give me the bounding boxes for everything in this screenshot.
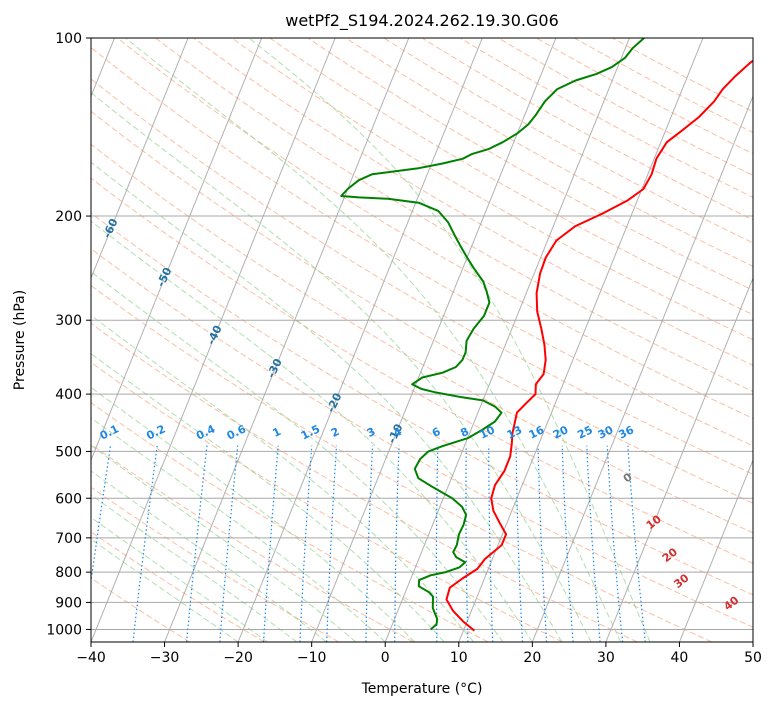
isotherm-line xyxy=(311,38,557,642)
dry-adiabat-line xyxy=(536,38,753,155)
x-tick-label: 30 xyxy=(597,650,615,666)
dry-adiabat-line xyxy=(155,38,753,393)
y-tick-label: 600 xyxy=(55,491,82,507)
isotherm-line xyxy=(237,38,483,642)
moist-adiabat-line xyxy=(91,92,592,642)
dry-adiabat-line xyxy=(91,443,414,642)
y-tick-label: 900 xyxy=(55,595,82,611)
dry-adiabat-line xyxy=(91,46,753,447)
mixing-ratio-line xyxy=(132,445,158,642)
isotherm-line xyxy=(678,458,753,642)
mixing-ratio-line xyxy=(586,445,601,642)
mixing-ratio-label: 30 xyxy=(596,423,616,442)
x-tick-label: 10 xyxy=(450,650,468,666)
isotherm-line xyxy=(531,94,753,642)
dry-adiabat-line xyxy=(307,38,753,291)
isotherm-line xyxy=(384,38,630,642)
y-tick-label: 500 xyxy=(55,444,82,460)
dry-adiabat-line xyxy=(91,177,753,564)
mixing-ratio-line xyxy=(91,445,112,586)
moist-adiabat-line xyxy=(91,417,386,642)
dry-adiabat-line xyxy=(91,110,753,504)
dry-adiabat-line xyxy=(421,38,753,221)
mixing-ratio-line xyxy=(627,445,646,642)
y-tick-label: 800 xyxy=(55,565,82,581)
mixing-ratio-line xyxy=(561,445,574,642)
isotherm-line xyxy=(605,276,753,642)
dry-adiabat-line xyxy=(91,322,638,642)
x-tick-label: 40 xyxy=(671,650,689,666)
mixing-ratio-label: 16 xyxy=(527,423,547,442)
mixing-ratio-line xyxy=(515,445,524,642)
mixing-ratio-line xyxy=(299,445,313,642)
moist-adiabat-line xyxy=(91,314,474,642)
isotherm-line xyxy=(91,38,189,280)
isotherm-line xyxy=(91,38,336,642)
x-tick-label: 20 xyxy=(523,650,541,666)
mixing-ratio-line xyxy=(465,445,469,642)
dry-adiabat-line xyxy=(459,38,753,199)
mixing-ratio-line xyxy=(219,445,239,642)
mixing-ratio-line xyxy=(537,445,548,642)
mixing-ratio-lines xyxy=(91,445,646,642)
chart-title: wetPf2_S194.2024.262.19.30.G06 xyxy=(285,11,559,31)
mixing-ratio-line xyxy=(606,445,624,642)
isotherm-line xyxy=(91,38,263,462)
x-tick-label: −40 xyxy=(76,650,106,666)
y-axis-ticks: 100 200 300 400 500 600 700 800 900 1000 xyxy=(46,31,91,638)
mixing-ratio-label: 13 xyxy=(505,423,524,441)
mixing-ratio-line xyxy=(394,445,400,642)
x-tick-label: 50 xyxy=(744,650,762,666)
mixing-ratio-label: 10 xyxy=(478,423,498,442)
x-axis-label: Temperature (°C) xyxy=(361,681,483,697)
y-tick-label: 200 xyxy=(55,209,82,225)
y-tick-label: 700 xyxy=(55,531,82,547)
mixing-ratio-line xyxy=(488,445,494,642)
dry-adiabat-line xyxy=(91,248,753,628)
mixing-ratio-line xyxy=(186,445,208,642)
isotherms xyxy=(91,38,753,642)
moist-adiabat-line xyxy=(91,470,327,642)
moist-adiabat-line xyxy=(91,220,533,642)
y-axis-label: Pressure (hPa) xyxy=(12,290,28,390)
dry-adiabat-line xyxy=(91,212,753,596)
moist-adiabat-line xyxy=(91,271,504,642)
plot-frame xyxy=(90,37,754,643)
y-tick-label: 300 xyxy=(55,313,82,329)
dry-adiabat-line xyxy=(193,38,753,366)
moist-adiabat-line xyxy=(91,444,357,642)
x-tick-label: −10 xyxy=(297,650,327,666)
mixing-ratio-line xyxy=(262,445,279,642)
moist-adiabat-line xyxy=(91,352,445,642)
dewpoint-profile-line xyxy=(340,38,645,631)
mixing-ratio-line xyxy=(365,445,374,642)
mixing-ratio-line xyxy=(326,445,338,642)
mixing-ratio-line xyxy=(435,445,439,642)
dry-adiabat-line xyxy=(91,284,713,642)
x-tick-label: 0 xyxy=(381,650,390,666)
mixing-ratio-label: 36 xyxy=(616,423,636,442)
moist-adiabat-line xyxy=(248,38,651,642)
dry-adiabat-line xyxy=(269,38,753,316)
isotherm-line xyxy=(458,38,704,642)
pressure-gridlines xyxy=(91,215,753,630)
temperature-profile-line xyxy=(445,59,753,632)
x-tick-label: −30 xyxy=(150,650,180,666)
isotherm-line xyxy=(164,38,410,642)
mixing-ratio-label: 25 xyxy=(575,423,594,441)
y-tick-label: 400 xyxy=(55,387,82,403)
moist-adiabat-line xyxy=(91,538,239,642)
y-tick-label: 100 xyxy=(55,31,82,47)
mixing-ratio-label: 20 xyxy=(551,423,571,442)
y-tick-label: 1000 xyxy=(46,622,82,638)
x-axis-ticks: −40 −30 −20 −10 0 10 20 30 40 50 xyxy=(76,642,762,666)
moist-adiabat-line xyxy=(91,494,298,642)
sounding-profiles xyxy=(340,38,753,632)
x-tick-label: −20 xyxy=(223,650,253,666)
